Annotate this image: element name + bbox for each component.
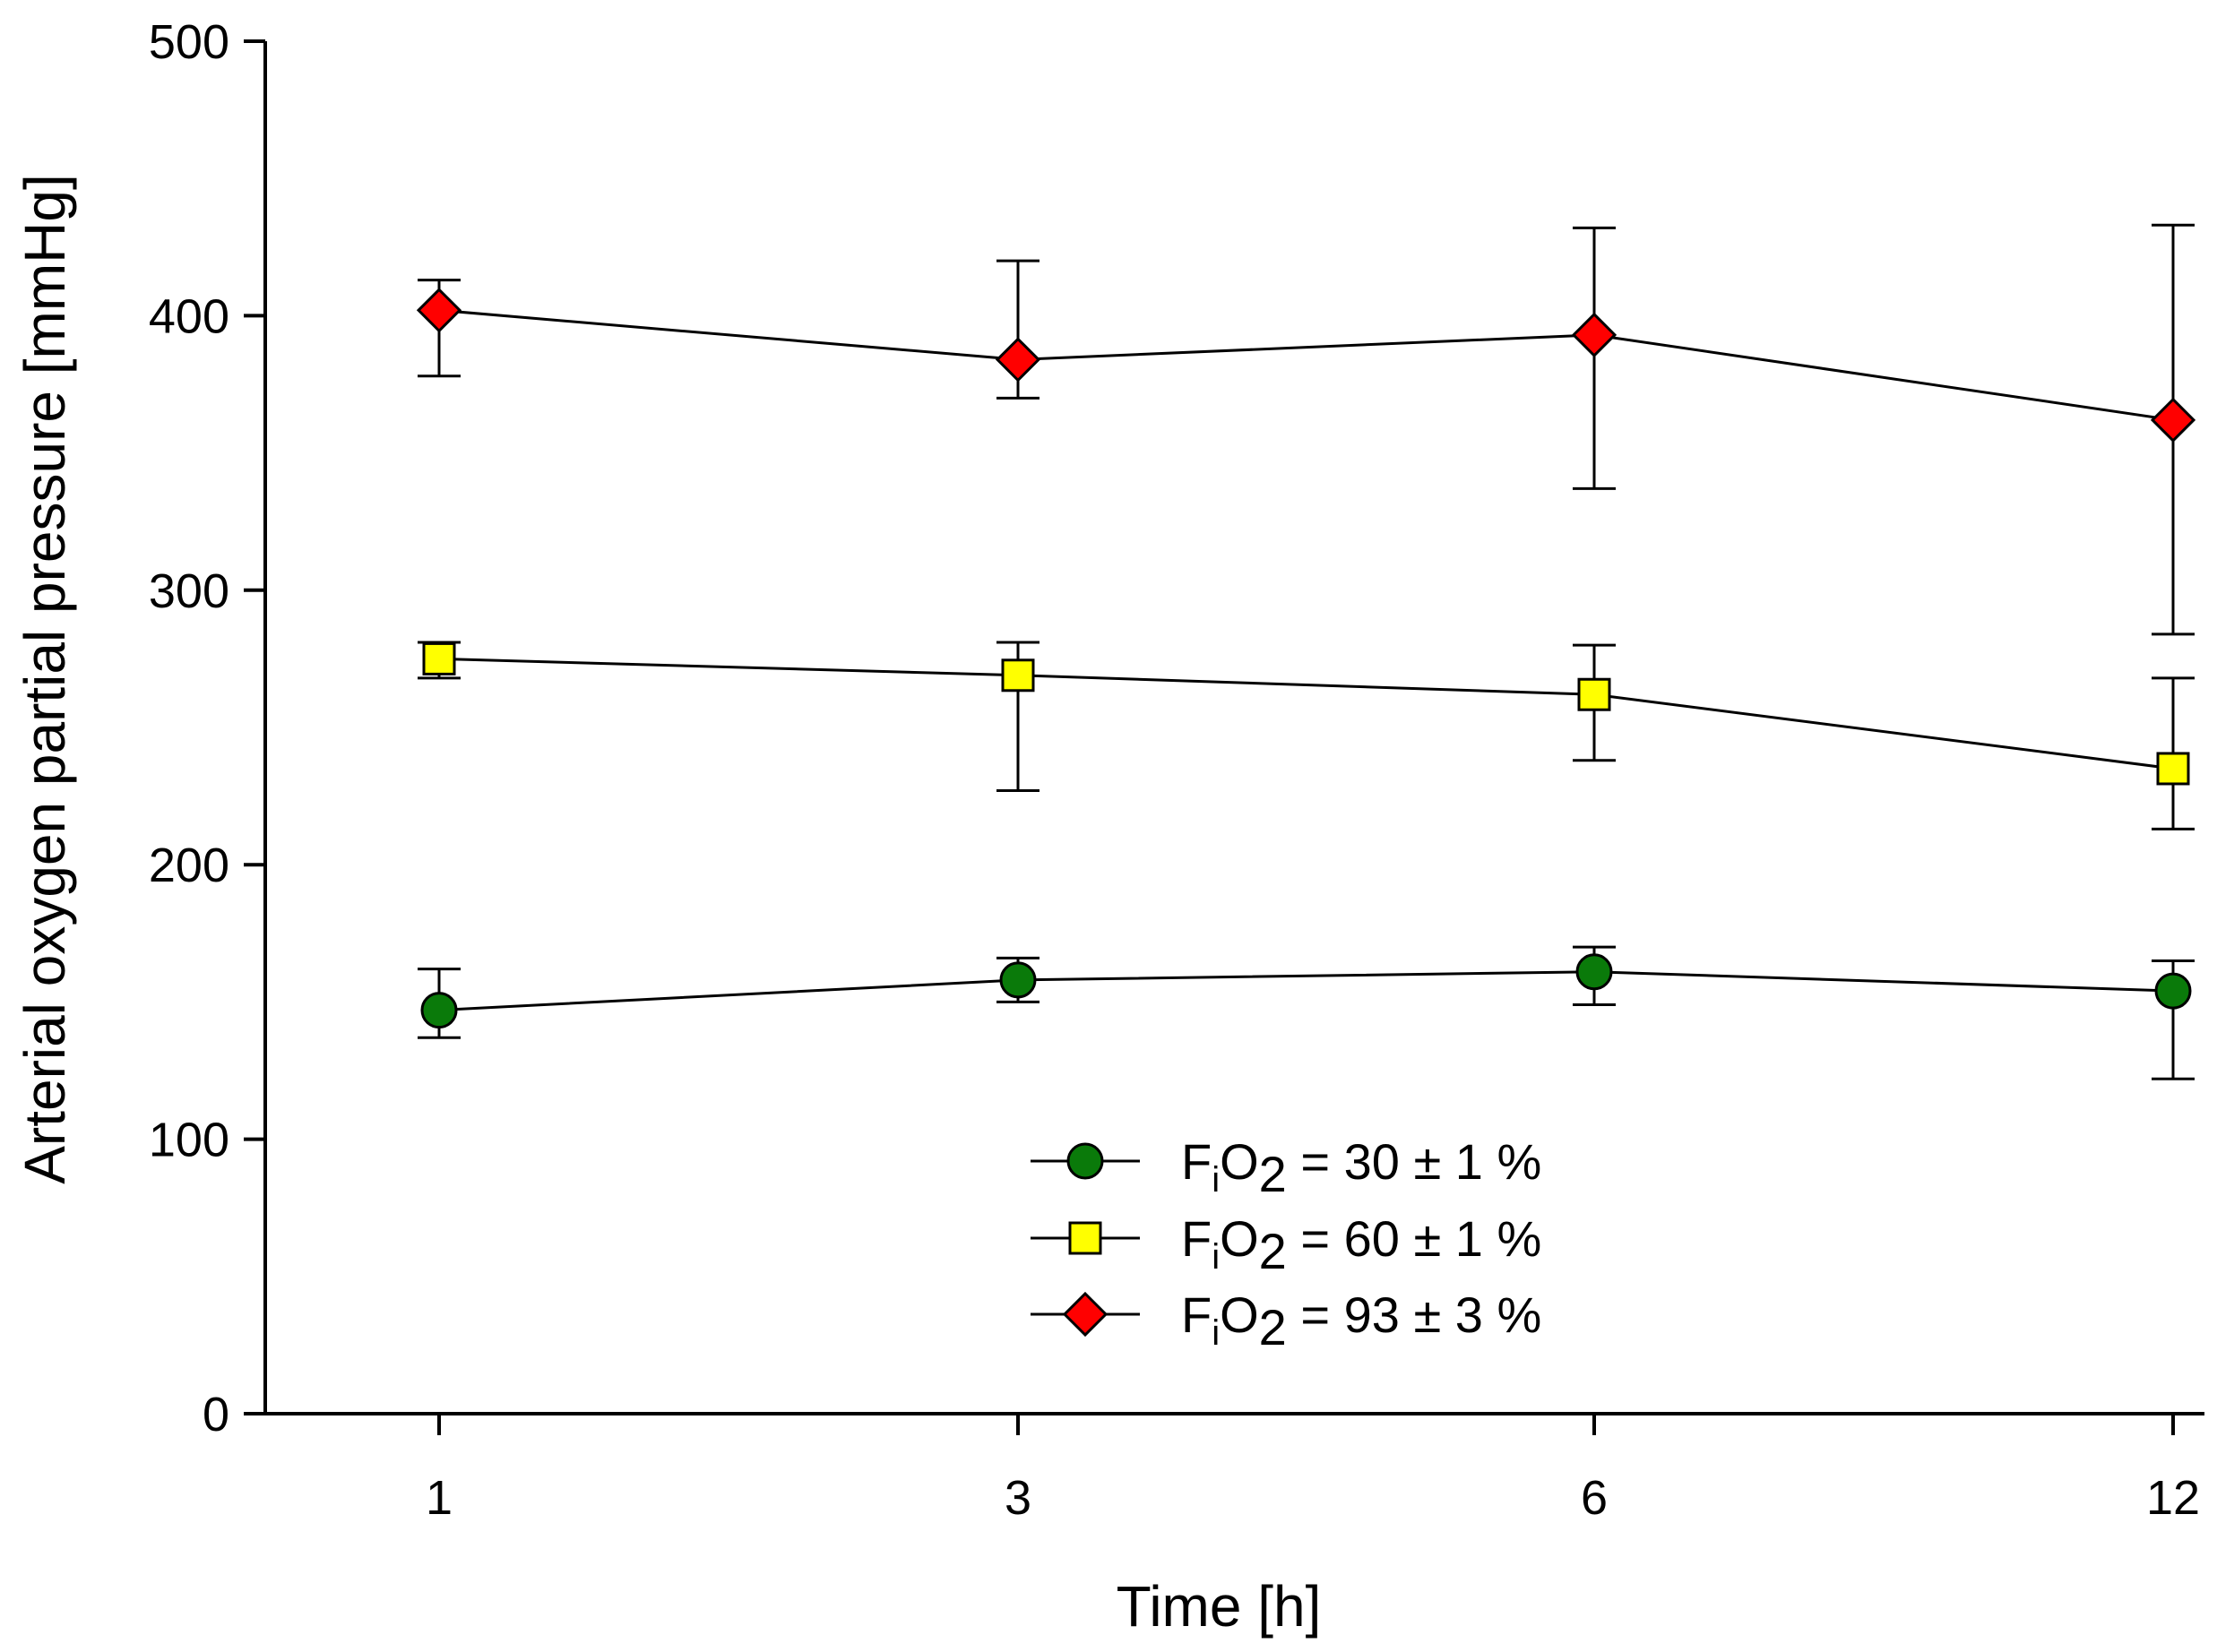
x-tick-label: 3 [1005, 1471, 1031, 1525]
data-point [1577, 677, 1611, 711]
series-diamond [416, 223, 2196, 636]
x-tick-label: 1 [426, 1471, 453, 1525]
legend-label: FiO2 = 93 ± 3 % [1181, 1286, 1541, 1355]
data-point [995, 337, 1041, 383]
data-point [422, 641, 456, 675]
series-line [438, 970, 2174, 1012]
y-tick-label: 300 [149, 564, 229, 618]
y-tick-label: 400 [149, 289, 229, 343]
y-tick-label: 100 [149, 1114, 229, 1167]
data-point [1571, 312, 1617, 357]
data-point [416, 288, 462, 333]
data-point [2156, 752, 2190, 786]
legend-marker [1068, 1221, 1102, 1255]
data-point [999, 961, 1037, 999]
data-point [2150, 397, 2196, 443]
series-circle [418, 945, 2195, 1080]
legend-label: FiO2 = 30 ± 1 % [1181, 1133, 1541, 1202]
legend-item: FiO2 = 93 ± 3 % [1031, 1286, 1541, 1355]
data-point [1575, 953, 1613, 991]
x-tick-label: 6 [1581, 1471, 1608, 1525]
legend-label: FiO2 = 60 ± 1 % [1181, 1210, 1541, 1279]
data-point [420, 992, 458, 1029]
x-axis-title: Time [h] [1117, 1574, 1322, 1639]
legend-marker [1066, 1142, 1104, 1180]
series-line [438, 657, 2174, 770]
y-tick-label: 500 [149, 15, 229, 69]
axes: 0 100 200 300 400 500 1 3 6 12 [149, 15, 2204, 1525]
series-line [438, 308, 2174, 422]
x-tick-label: 12 [2146, 1471, 2200, 1525]
y-axis-title: Arterial oxygen partial pressure [mmHg] [13, 174, 77, 1184]
legend: FiO2 = 30 ± 1 % FiO2 = 60 ± 1 % FiO2 = 93 … [1031, 1133, 1541, 1355]
series-layer [416, 223, 2196, 1080]
legend-item: FiO2 = 60 ± 1 % [1031, 1210, 1541, 1279]
series-square [418, 641, 2195, 830]
y-tick-label: 0 [203, 1388, 229, 1441]
legend-marker [1062, 1291, 1108, 1338]
data-point [2154, 972, 2192, 1010]
data-point [1001, 658, 1035, 693]
error-bar [1573, 226, 1616, 490]
legend-item: FiO2 = 30 ± 1 % [1031, 1133, 1541, 1202]
y-tick-label: 200 [149, 839, 229, 892]
